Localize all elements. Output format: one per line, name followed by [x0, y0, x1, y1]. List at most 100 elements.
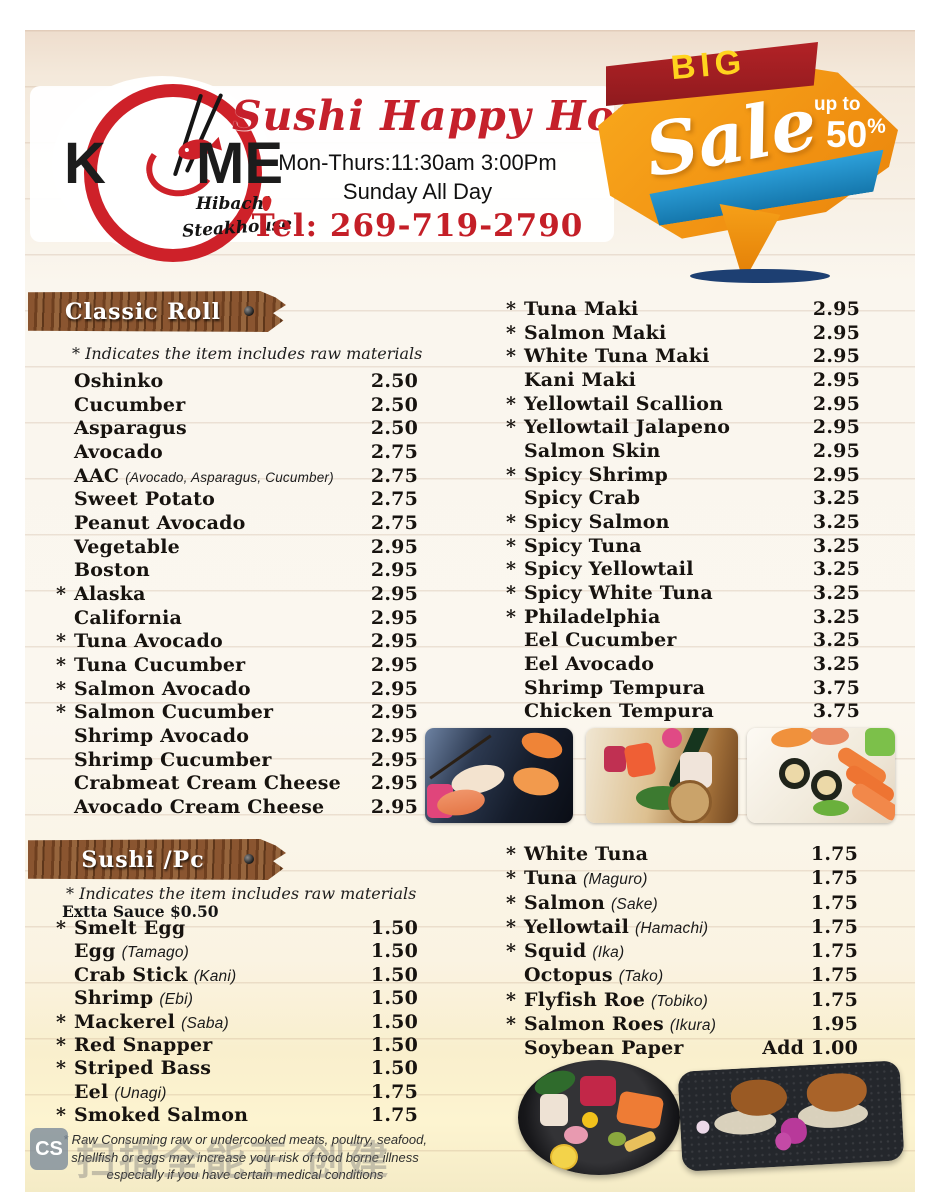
raw-indicator: * — [506, 510, 517, 533]
section-title: Sushi /Pc — [81, 846, 205, 873]
menu-item-row: * Flyfish Roe (Tobiko) 1.75 — [506, 989, 858, 1013]
menu-item-row: Egg (Tamago) 1.50 — [56, 940, 418, 963]
item-name: Spicy Yellowtail — [524, 558, 694, 581]
item-price: 2.95 — [812, 439, 860, 462]
item-name: Spicy Shrimp — [524, 463, 669, 486]
item-price: 2.95 — [370, 535, 418, 558]
maki-rice-detail — [785, 764, 804, 783]
item-name: Tuna Avocado — [74, 630, 223, 653]
camscanner-watermark-text: 扫描全能王 创建 — [76, 1139, 392, 1183]
item-price: 1.75 — [810, 915, 858, 938]
raw-materials-note: * Indicates the item includes raw materi… — [66, 884, 417, 903]
lemon-detail — [550, 1144, 578, 1170]
item-name: Squid — [524, 940, 587, 963]
item-name: Crab Stick — [74, 963, 188, 986]
tamago-detail — [623, 1129, 657, 1154]
raw-indicator: * — [506, 915, 517, 938]
raw-indicator: * — [506, 843, 517, 865]
menu-item-row: Avocado 2.75 — [56, 441, 418, 465]
flower-detail — [662, 728, 682, 748]
item-name: Tuna Cucumber — [74, 654, 246, 677]
item-name: Kani Maki — [524, 368, 636, 391]
item-price: 1.50 — [370, 917, 418, 939]
item-price: 2.95 — [370, 606, 418, 629]
menu-item-row: * Tuna Avocado 2.95 — [56, 630, 418, 654]
menu-item-row: * Salmon (Sake) 1.75 — [506, 892, 858, 916]
item-price: 3.75 — [812, 676, 860, 699]
sale-upto-label: up to — [814, 94, 861, 115]
raw-consumption-disclaimer: * Raw Consuming raw or undercooked meats… — [63, 1132, 427, 1183]
item-price: 1.95 — [810, 1013, 858, 1036]
raw-indicator: * — [506, 940, 517, 963]
menu-item-row: Eel Cucumber 3.25 — [506, 629, 860, 653]
item-price: 2.95 — [370, 748, 418, 771]
raw-indicator: * — [506, 298, 517, 320]
item-price: 1.50 — [370, 963, 418, 986]
item-name: California — [74, 606, 183, 629]
menu-item-row: * Alaska 2.95 — [56, 583, 418, 607]
item-price: 3.75 — [812, 700, 860, 723]
menu-item-row: * Red Snapper 1.50 — [56, 1034, 418, 1057]
leaf-detail — [865, 728, 895, 756]
item-japanese-name: (Maguro) — [583, 871, 648, 889]
item-name: Shrimp Cucumber — [74, 748, 272, 771]
menu-item-row: * Spicy Yellowtail 3.25 — [506, 558, 860, 582]
item-name: Egg — [74, 940, 116, 963]
item-name: Yellowtail Scallion — [524, 392, 724, 415]
item-name: Crabmeat Cream Cheese — [74, 772, 341, 795]
flower-detail — [696, 1120, 710, 1134]
menu-item-row: Oshinko 2.50 — [56, 370, 418, 394]
flower-detail — [582, 1112, 598, 1128]
item-price: 1.50 — [370, 1057, 418, 1080]
item-name: Shrimp Avocado — [74, 725, 250, 748]
menu-item-row: * Mackerel (Saba) 1.50 — [56, 1011, 418, 1034]
food-photo-tempura-plate — [677, 1060, 905, 1172]
raw-indicator: * — [506, 605, 517, 628]
item-price: 2.95 — [812, 392, 860, 415]
item-name: Striped Bass — [74, 1057, 212, 1080]
item-name: Asparagus — [74, 417, 187, 440]
item-price: 3.25 — [812, 534, 860, 557]
item-price: 2.50 — [370, 417, 418, 440]
nigiri-detail — [811, 728, 849, 745]
item-price: 3.25 — [812, 487, 860, 510]
item-japanese-name: (Tobiko) — [651, 992, 709, 1010]
item-name: Alaska — [74, 583, 146, 606]
raw-indicator: * — [56, 654, 67, 677]
item-price: 2.95 — [370, 654, 418, 677]
item-name: Chicken Tempura — [524, 700, 714, 723]
octopus-detail — [564, 1126, 588, 1144]
item-name: Tuna Maki — [524, 298, 639, 320]
menu-item-row: * Spicy Tuna 3.25 — [506, 535, 860, 559]
item-price: 2.95 — [812, 321, 860, 344]
item-price: 2.95 — [812, 345, 860, 368]
item-price: 2.75 — [370, 512, 418, 535]
food-photo-sashimi-boat — [586, 728, 738, 823]
menu-item-row: * Spicy Shrimp 2.95 — [506, 464, 860, 488]
raw-indicator: * — [506, 891, 517, 914]
menu-item-row: * Tuna Maki 2.95 — [506, 298, 860, 322]
item-name: Cucumber — [74, 393, 186, 416]
raw-indicator: * — [506, 463, 517, 486]
raw-indicator: * — [506, 1013, 517, 1036]
item-name: Red Snapper — [74, 1033, 213, 1056]
item-name: Spicy White Tuna — [524, 581, 713, 604]
item-price: 2.50 — [370, 393, 418, 416]
item-name: Eel — [74, 1080, 109, 1103]
menu-item-row: Shrimp Cucumber 2.95 — [56, 749, 418, 773]
menu-item-row: * Tuna (Maguro) 1.75 — [506, 867, 858, 891]
item-price: 2.95 — [812, 298, 860, 320]
logo-letter-k: K — [64, 131, 106, 196]
item-price: 1.75 — [810, 940, 858, 963]
item-price: 3.25 — [812, 605, 860, 628]
menu-item-row: Eel (Unagi) 1.75 — [56, 1081, 418, 1104]
item-price: 1.50 — [370, 1033, 418, 1056]
happy-hour-sunday-hours: Sunday All Day — [342, 179, 493, 204]
item-name: Avocado — [74, 441, 163, 464]
raw-indicator: * — [506, 392, 517, 415]
salmon-detail — [518, 728, 566, 763]
salmon-nigiri-detail — [769, 728, 815, 750]
item-japanese-name: (Hamachi) — [635, 919, 709, 937]
item-price: 2.95 — [370, 796, 418, 819]
